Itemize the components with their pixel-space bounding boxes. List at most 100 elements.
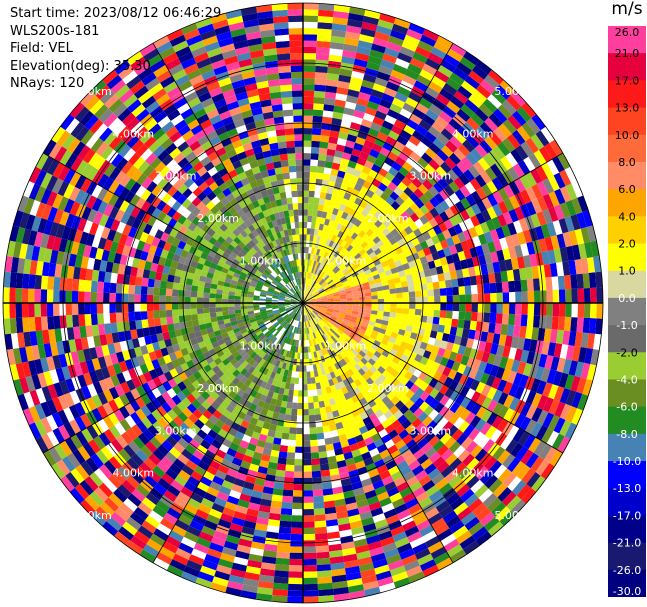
range-gate xyxy=(160,75,175,89)
range-gate xyxy=(212,186,223,197)
range-gate xyxy=(268,241,275,249)
range-gate xyxy=(102,402,114,416)
range-gate xyxy=(215,303,222,308)
range-gate xyxy=(309,272,313,280)
range-gate xyxy=(303,558,317,566)
range-gate xyxy=(305,240,310,248)
range-gate xyxy=(177,214,187,225)
range-gate xyxy=(200,140,213,151)
range-gate xyxy=(64,239,74,254)
range-gate xyxy=(291,521,303,528)
range-gate xyxy=(267,221,274,229)
range-gate xyxy=(514,178,526,193)
range-gate xyxy=(297,265,300,273)
range-gate xyxy=(317,229,323,237)
range-gate xyxy=(336,137,347,146)
range-gate xyxy=(305,284,308,291)
range-gate xyxy=(365,220,375,229)
range-gate xyxy=(171,289,179,297)
range-gate xyxy=(345,31,361,41)
range-gate xyxy=(262,285,269,290)
range-gate xyxy=(34,288,41,303)
range-gate xyxy=(41,204,53,220)
range-gate xyxy=(336,86,349,96)
range-gate xyxy=(167,109,181,121)
range-gate xyxy=(358,34,375,44)
range-gate xyxy=(284,285,290,291)
range-gate xyxy=(254,261,262,268)
range-gate xyxy=(537,196,549,212)
range-gate xyxy=(502,248,511,261)
range-gate xyxy=(117,264,126,275)
range-gate xyxy=(482,98,498,113)
range-gate xyxy=(442,229,452,240)
range-gate xyxy=(189,74,204,86)
range-gate xyxy=(154,366,164,377)
range-gate xyxy=(89,99,105,115)
range-gate xyxy=(271,154,281,163)
range-gate xyxy=(250,333,258,340)
range-gate xyxy=(176,194,187,205)
range-gate xyxy=(86,257,96,270)
range-gate xyxy=(316,235,321,243)
range-gate xyxy=(75,160,89,175)
range-gate xyxy=(306,292,311,298)
range-gate xyxy=(112,362,123,375)
range-gate xyxy=(152,128,166,141)
range-gate xyxy=(47,384,58,400)
range-gate xyxy=(297,190,303,197)
range-gate xyxy=(247,232,256,240)
range-gate xyxy=(315,300,322,302)
range-gate xyxy=(277,266,283,273)
range-gate xyxy=(316,557,331,566)
range-gate xyxy=(511,233,521,247)
range-gate xyxy=(293,272,297,280)
range-gate xyxy=(166,234,175,245)
range-gate xyxy=(431,75,446,89)
range-gate xyxy=(329,227,336,235)
range-gate xyxy=(389,103,403,114)
range-gate xyxy=(303,446,311,453)
range-gate xyxy=(273,193,281,201)
range-gate xyxy=(577,195,589,213)
range-gate xyxy=(488,131,503,146)
range-gate xyxy=(197,313,205,320)
range-gate xyxy=(449,72,465,86)
range-gate xyxy=(158,221,168,233)
range-gate xyxy=(311,280,316,287)
range-gate xyxy=(290,301,297,303)
range-gate xyxy=(240,299,247,303)
range-gate xyxy=(244,323,252,329)
range-gate xyxy=(93,258,102,271)
range-gate xyxy=(571,197,583,215)
range-gate xyxy=(428,159,440,171)
range-gate xyxy=(174,74,190,87)
range-gate xyxy=(452,294,460,303)
range-gate xyxy=(135,396,146,409)
range-gate xyxy=(198,91,212,103)
range-gate xyxy=(179,172,191,184)
range-gate xyxy=(76,349,86,363)
range-gate xyxy=(84,280,92,292)
range-gate xyxy=(245,325,253,332)
range-gate xyxy=(299,265,302,272)
range-gate xyxy=(471,293,478,303)
range-gate xyxy=(299,278,301,285)
range-gate xyxy=(230,337,238,344)
range-gate xyxy=(87,383,98,398)
range-gate xyxy=(414,198,425,209)
range-gate xyxy=(326,148,336,157)
range-gate xyxy=(334,99,346,108)
range-gate xyxy=(584,241,594,258)
range-gate xyxy=(363,285,371,290)
range-gate xyxy=(414,284,422,292)
range-gate xyxy=(437,273,445,282)
range-gate xyxy=(199,275,207,283)
range-gate xyxy=(289,171,297,179)
range-gate xyxy=(216,31,232,42)
range-gate xyxy=(170,163,182,175)
range-gate xyxy=(183,113,197,125)
range-gate xyxy=(228,287,236,293)
range-gate xyxy=(254,74,268,83)
range-gate xyxy=(156,384,167,395)
